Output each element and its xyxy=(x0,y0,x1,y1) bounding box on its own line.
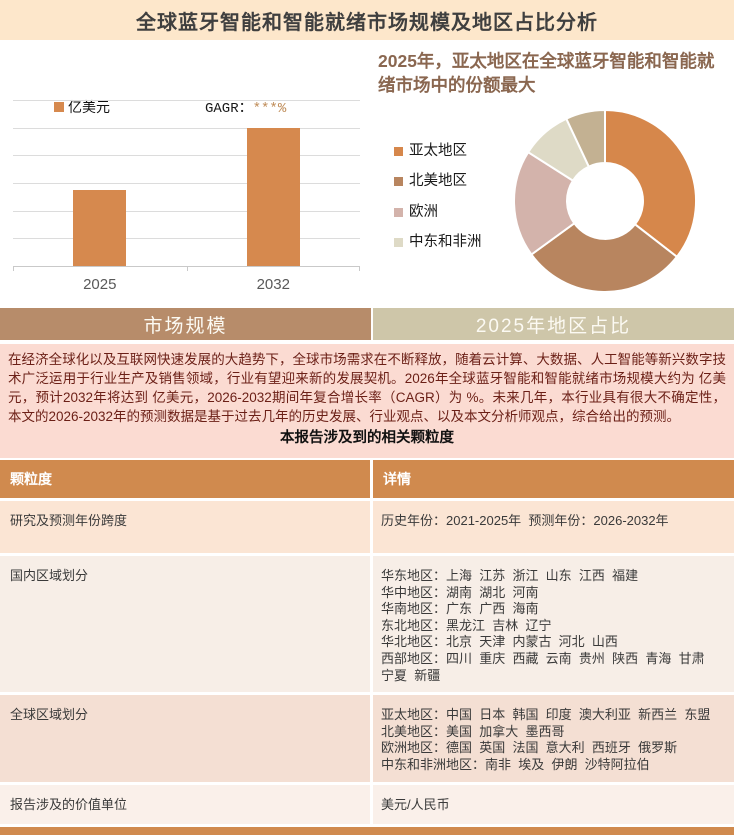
donut-chart-panel: 2025年，亚太地区在全球蓝牙智能和智能就绪市场中的份额最大 亚太地区北美地区欧… xyxy=(370,40,734,305)
cagr-annotation: GAGR：***% xyxy=(205,97,286,117)
bar-chart-x-axis: 2025 2032 xyxy=(13,276,360,296)
intro-section: 在经济全球化以及互联网快速发展的大趋势下，全球市场需求在不断释放，随着云计算、大… xyxy=(0,344,734,458)
donut-segment-亚太地区 xyxy=(604,108,697,259)
row-detail-cell: 美元/人民币 xyxy=(373,784,734,824)
table-header-detail: 详情 xyxy=(373,460,734,498)
table-row: 报告涉及的价值单位 美元/人民币 xyxy=(0,784,734,824)
table-header-row: 颗粒度 详情 xyxy=(0,460,734,498)
pie-legend-label: 北美地区 xyxy=(409,173,467,190)
tab-divider xyxy=(371,308,373,340)
cagr-value: ***% xyxy=(252,101,287,117)
row-label-cell: 国内区域划分 xyxy=(0,556,370,693)
granularity-table-title: 本报告涉及到的相关颗粒度 xyxy=(280,430,454,446)
gridline xyxy=(13,128,360,129)
report-title-bar: 全球蓝牙智能和智能就绪市场规模及地区占比分析 xyxy=(0,0,734,40)
table-row: 研究及预测年份跨度 历史年份：2021-2025年 预测年份：2026-2032年 xyxy=(0,501,734,553)
bar-2025 xyxy=(73,190,126,266)
row-detail-cell: 亚太地区：中国 日本 韩国 印度 澳大利亚 新西兰 东盟 北美地区：美国 加拿大… xyxy=(373,695,734,782)
section-tabs: 市场规模 2025年地区占比 xyxy=(0,308,734,340)
axis-tick xyxy=(359,267,360,271)
granularity-table: 颗粒度 详情 研究及预测年份跨度 历史年份：2021-2025年 预测年份：202… xyxy=(0,460,734,824)
legend-square-icon xyxy=(54,102,64,112)
gridline xyxy=(13,238,360,239)
donut-segment-欧洲 xyxy=(513,150,576,256)
bottom-accent-bar xyxy=(0,826,734,835)
bar-2032 xyxy=(247,128,300,266)
bar-chart-panel: 亿美元 GAGR：***% 2025 2032 xyxy=(0,40,370,305)
donut-chart-legend: 亚太地区北美地区欧洲中东和非洲 xyxy=(394,143,486,252)
pie-legend-item: 北美地区 xyxy=(394,173,486,190)
pie-legend-item: 欧洲 xyxy=(394,204,486,221)
legend-square-icon xyxy=(394,147,403,156)
gridline xyxy=(13,100,360,101)
row-label-cell: 全球区域划分 xyxy=(0,695,370,782)
legend-square-icon xyxy=(394,177,403,187)
table-row: 国内区域划分 华东地区：上海 江苏 浙江 山东 江西 福建 华中地区：湖南 湖北 … xyxy=(0,556,734,693)
x-axis-label: 2032 xyxy=(256,276,290,293)
charts-row: 亿美元 GAGR：***% 2025 2032 2025年，亚太地区在全球蓝牙智能… xyxy=(0,40,734,305)
pie-legend-label: 亚太地区 xyxy=(409,143,467,159)
pie-legend-item: 中东和非洲 xyxy=(394,234,486,251)
donut-segment-北美地区 xyxy=(530,221,679,293)
row-label-cell: 报告涉及的价值单位 xyxy=(0,784,370,824)
pie-legend-item: 亚太地区 xyxy=(394,143,486,160)
bar-chart-plot xyxy=(13,100,360,271)
cagr-label: GAGR： xyxy=(205,101,253,117)
legend-square-icon xyxy=(394,238,403,248)
donut-chart-title: 2025年，亚太地区在全球蓝牙智能和智能就绪市场中的份额最大 xyxy=(378,51,715,95)
tab-market-size[interactable]: 市场规模 xyxy=(0,308,371,340)
bar-legend-label: 亿美元 xyxy=(68,99,110,115)
page-title: 全球蓝牙智能和智能就绪市场规模及地区占比分析 xyxy=(136,11,598,34)
axis-tick xyxy=(187,267,188,271)
intro-paragraph: 在经济全球化以及互联网快速发展的大趋势下，全球市场需求在不断释放，随着云计算、大… xyxy=(8,352,726,424)
table-row: 全球区域划分 亚太地区：中国 日本 韩国 印度 澳大利亚 新西兰 东盟 北美地区：… xyxy=(0,695,734,782)
pie-legend-label: 欧洲 xyxy=(409,203,438,220)
donut-segment-unlabeled xyxy=(564,108,606,168)
gridline xyxy=(13,211,360,212)
x-axis-label: 2025 xyxy=(83,276,117,293)
row-detail-cell: 历史年份：2021-2025年 预测年份：2026-2032年 xyxy=(373,501,734,553)
row-detail-cell: 华东地区：上海 江苏 浙江 山东 江西 福建 华中地区：湖南 湖北 河南 华南地… xyxy=(373,556,734,693)
bar-chart-legend: 亿美元 xyxy=(54,97,110,117)
table-header-granularity: 颗粒度 xyxy=(0,460,370,498)
donut-chart xyxy=(513,108,697,293)
pie-legend-label: 中东和非洲 xyxy=(409,234,482,251)
tab-region-share[interactable]: 2025年地区占比 xyxy=(373,308,734,340)
row-label-cell: 研究及预测年份跨度 xyxy=(0,501,370,553)
gridline xyxy=(13,183,360,184)
legend-square-icon xyxy=(394,207,403,217)
axis-tick xyxy=(13,267,14,271)
gridline xyxy=(13,155,360,156)
